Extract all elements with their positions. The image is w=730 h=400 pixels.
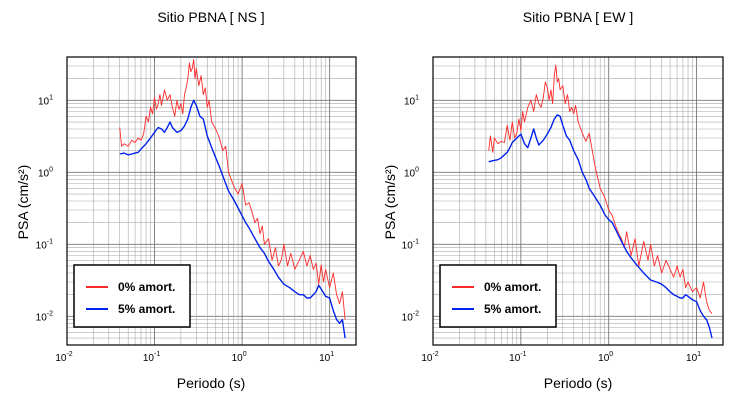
x-axis-label: Periodo (s) [177,375,245,391]
x-tick-label: 100 [598,351,613,364]
legend-label-0: 0% amort. [118,280,175,294]
y-tick-label: 10-2 [402,310,419,323]
legend: 0% amort. 5% amort. [73,264,191,328]
plot-frame [66,56,357,346]
x-tick-label: 10-1 [143,351,160,364]
x-tick-label: 10-2 [55,351,72,364]
plot-frame [432,56,724,346]
y-tick-label: 101 [38,94,53,107]
chart-title: Sitio PBNA [ NS ] [157,9,264,25]
chart-panel-ns: Sitio PBNA [ NS ] 10-2 10-1 100 101 10-2 10-1… [15,9,357,391]
x-tick-label: 101 [319,351,334,364]
chart-title: Sitio PBNA [ EW ] [523,9,633,25]
chart-panel-ew: Sitio PBNA [ EW ] 10-2 10-1 100 101 10-2 10-1… [382,9,724,391]
y-tick-label: 100 [38,166,53,179]
y-axis-label: PSA (cm/s²) [15,165,31,240]
legend-label-1: 5% amort. [484,302,541,316]
y-tick-label: 10-1 [402,238,419,251]
series-line-1 [488,114,713,339]
x-axis-label: Periodo (s) [544,375,612,391]
y-axis-label: PSA (cm/s²) [382,165,398,240]
y-tick-label: 100 [404,166,419,179]
legend: 0% amort. 5% amort. [439,264,557,328]
grid [433,57,723,345]
series-line-0 [119,58,346,320]
legend-label-0: 0% amort. [484,280,541,294]
y-tick-label: 10-2 [36,310,53,323]
x-tick-label: 100 [232,351,247,364]
legend-box [73,264,191,328]
x-tick-label: 10-2 [421,351,438,364]
series-line-0 [488,64,713,314]
x-tick-label: 10-1 [509,351,526,364]
y-tick-label: 10-1 [36,238,53,251]
series-line-1 [119,99,346,339]
legend-label-1: 5% amort. [118,302,175,316]
plot-area: 10-2 10-1 100 101 10-2 10-1 100 101 [402,56,724,364]
legend-box [439,264,557,328]
x-tick-label: 101 [686,351,701,364]
y-tick-label: 101 [404,94,419,107]
